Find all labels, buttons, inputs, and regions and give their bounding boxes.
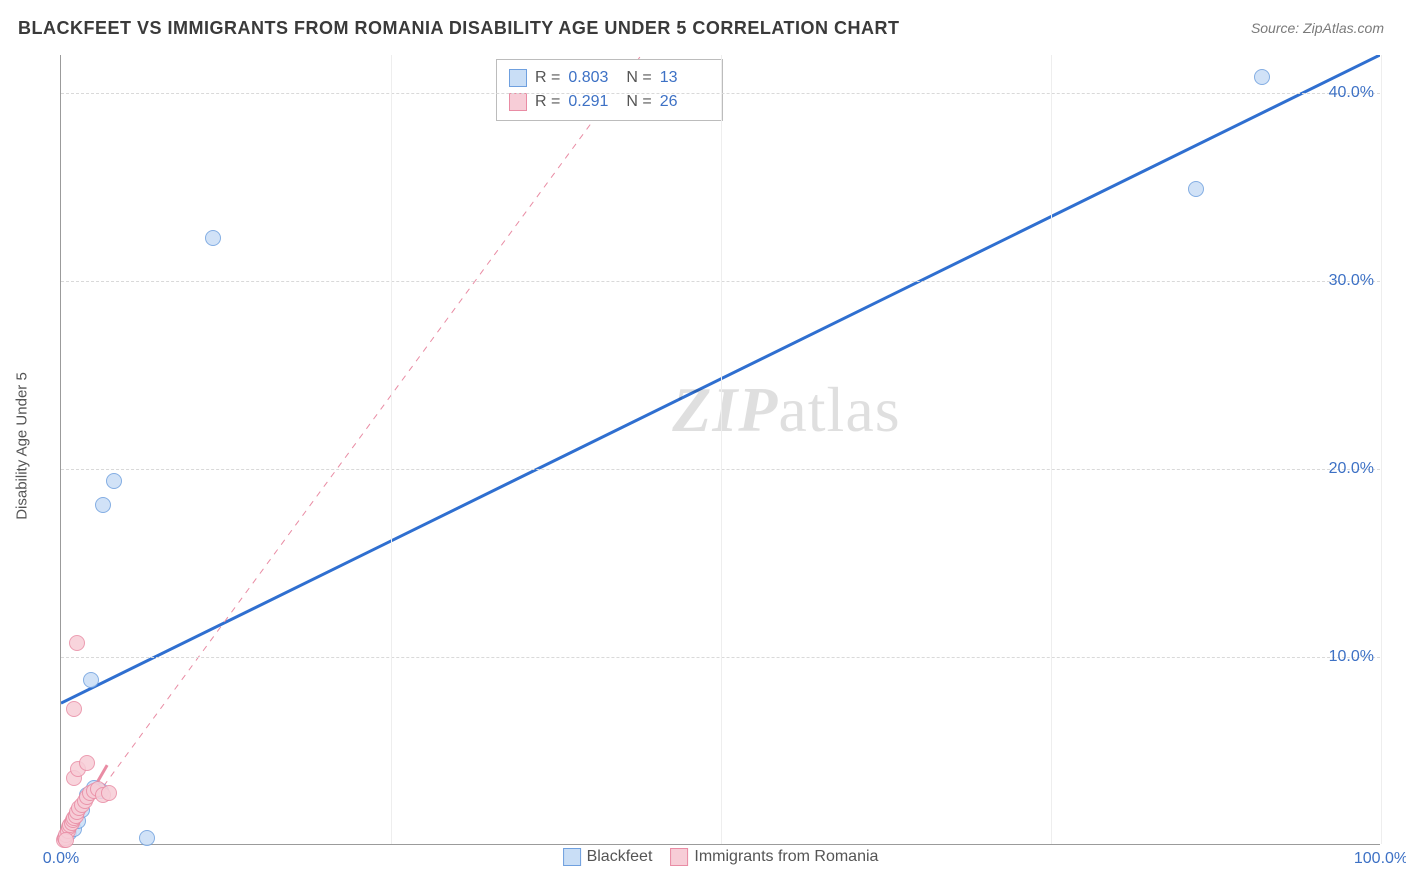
x-tick-label: 100.0% xyxy=(1354,850,1406,868)
r-label: R = xyxy=(535,93,560,111)
watermark: ZIPatlas xyxy=(672,373,900,447)
series-legend: Blackfeet Immigrants from Romania xyxy=(563,848,879,866)
source-label: Source: ZipAtlas.com xyxy=(1251,20,1384,36)
legend-label: Blackfeet xyxy=(587,848,653,866)
stat-row: R = 0.803 N = 13 xyxy=(509,66,710,90)
legend-label: Immigrants from Romania xyxy=(694,848,878,866)
r-label: R = xyxy=(535,69,560,87)
y-tick-label: 40.0% xyxy=(1329,84,1374,102)
data-point xyxy=(101,785,117,801)
series-swatch xyxy=(509,69,527,87)
data-point xyxy=(95,497,111,513)
n-value: 26 xyxy=(660,93,710,111)
series-swatch xyxy=(670,848,688,866)
data-point xyxy=(66,701,82,717)
legend-item: Immigrants from Romania xyxy=(670,848,878,866)
page-title: BLACKFEET VS IMMIGRANTS FROM ROMANIA DIS… xyxy=(18,18,900,39)
y-axis-label: Disability Age Under 5 xyxy=(14,372,31,520)
y-tick-label: 30.0% xyxy=(1329,272,1374,290)
data-point xyxy=(139,830,155,846)
y-tick-label: 10.0% xyxy=(1329,648,1374,666)
data-point xyxy=(106,473,122,489)
gridline-v xyxy=(721,55,722,844)
r-value: 0.803 xyxy=(568,69,618,87)
correlation-chart: ZIPatlas R =0.803N =13R =0.291N =26 Blac… xyxy=(60,55,1380,845)
data-point xyxy=(205,230,221,246)
n-value: 13 xyxy=(660,69,710,87)
x-tick-label: 0.0% xyxy=(43,850,79,868)
data-point xyxy=(58,832,74,848)
gridline-v xyxy=(1381,55,1382,844)
gridline-v xyxy=(1051,55,1052,844)
data-point xyxy=(79,755,95,771)
data-point xyxy=(1188,181,1204,197)
data-point xyxy=(69,635,85,651)
series-swatch xyxy=(509,93,527,111)
trend-line xyxy=(61,55,641,844)
n-label: N = xyxy=(626,69,651,87)
data-point xyxy=(1254,69,1270,85)
gridline-v xyxy=(391,55,392,844)
series-swatch xyxy=(563,848,581,866)
legend-item: Blackfeet xyxy=(563,848,653,866)
stats-box: R = 0.803 N = 13 R = 0.291 N = 26 xyxy=(496,59,723,121)
data-point xyxy=(83,672,99,688)
n-label: N = xyxy=(626,93,651,111)
r-value: 0.291 xyxy=(568,93,618,111)
y-tick-label: 20.0% xyxy=(1329,460,1374,478)
